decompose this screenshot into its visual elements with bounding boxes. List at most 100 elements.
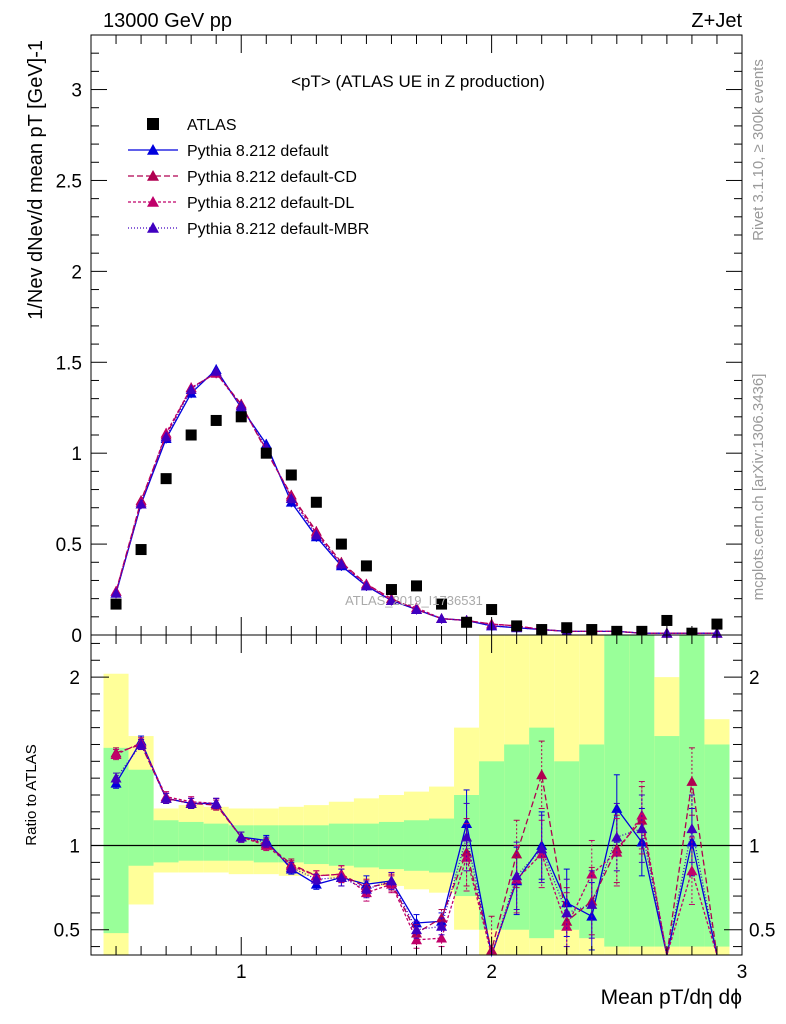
bottom-y-tick-label: 1	[69, 837, 80, 858]
top-data-marker	[436, 598, 448, 610]
legend: ATLAS Pythia 8.212 default Pythia 8.212 de…	[128, 117, 369, 238]
bottom-y-tick-label: 2	[69, 668, 80, 689]
bottom-y-axis-label: Ratio to ATLAS	[23, 744, 40, 845]
top-mc-marker	[436, 613, 448, 624]
top-data-marker	[210, 414, 222, 426]
ratio-marker	[160, 792, 172, 803]
top-chart-title: <pT> (ATLAS UE in Z production)	[291, 72, 545, 91]
legend-marker	[147, 170, 159, 181]
bottom-x-tick-label: 2	[486, 962, 497, 983]
ratio-band-green	[153, 820, 179, 863]
header-process-label: Z+Jet	[691, 10, 742, 32]
legend-marker	[147, 222, 159, 233]
bottom-y-tick-label-right: 0.5	[749, 921, 775, 942]
top-mc-marker	[335, 558, 347, 569]
top-data-marker	[486, 604, 498, 616]
legend-entry: Pythia 8.212 default-CD	[187, 169, 357, 186]
ratio-marker	[586, 898, 598, 909]
bottom-x-tick-label: 1	[236, 962, 247, 983]
top-data-marker	[711, 618, 723, 630]
bottom-y-tick-label-right: 2	[749, 668, 760, 689]
top-mc-marker	[110, 587, 122, 598]
ratio-band-green	[203, 823, 229, 861]
top-data-marker	[135, 544, 147, 556]
top-y-axis-label: 1/Nev dNev/d mean pT [GeV]-1	[25, 40, 47, 320]
mcplots-label: mcplots.cern.ch [arXiv:1306.3436]	[750, 374, 767, 601]
ratio-marker	[686, 776, 698, 786]
header-energy-label: 13000 GeV pp	[103, 10, 232, 32]
legend-marker	[147, 118, 159, 130]
top-y-tick-label: 0	[71, 626, 82, 647]
ratio-marker	[385, 875, 397, 886]
ratio-marker	[436, 920, 448, 931]
top-panel: 0 0.5 1 1.5 2 2.5 3 <pT> (ATLAS UE in Z produc…	[25, 34, 743, 647]
top-mc-marker	[235, 400, 247, 411]
ratio-marker	[360, 883, 372, 894]
top-data-marker	[285, 469, 297, 481]
ratio-marker	[185, 797, 197, 808]
bottom-panel: 0.5 0.5 1 1 2 2 1 2 3 Ratio to ATLAS Mean pT/dη …	[23, 634, 775, 1009]
ratio-marker	[310, 873, 322, 884]
legend-marker	[147, 196, 159, 207]
ratio-marker	[411, 924, 422, 935]
ratio-marker	[110, 749, 122, 759]
top-mc-marker	[385, 594, 397, 605]
top-mc-marker	[160, 431, 172, 442]
top-mc-marker	[360, 580, 372, 591]
ratio-marker	[686, 823, 698, 834]
top-mc-marker	[185, 384, 197, 394]
watermark-label: ATLAS_2019_I1736531	[345, 593, 483, 608]
ratio-marker	[210, 797, 222, 808]
ratio-marker	[561, 920, 573, 931]
ratio-marker	[235, 831, 247, 842]
bottom-y-tick-label: 0.5	[54, 921, 80, 942]
top-data-marker	[511, 620, 523, 632]
rivet-version-label: Rivet 3.1.10, ≥ 300k events	[750, 59, 767, 241]
ratio-marker	[436, 932, 448, 943]
ratio-marker	[536, 769, 548, 780]
ratio-marker	[511, 870, 523, 881]
ratio-marker	[636, 809, 648, 820]
top-y-tick-label: 1.5	[56, 353, 82, 374]
ratio-marker	[611, 831, 623, 842]
ratio-marker	[536, 843, 548, 854]
top-data-marker	[235, 411, 247, 423]
top-axis-ticks: 0 0.5 1 1.5 2 2.5 3	[56, 35, 742, 647]
top-data-marker	[360, 560, 372, 572]
ratio-marker	[636, 823, 648, 834]
top-mc-marker	[285, 493, 297, 504]
bottom-y-tick-label-right: 1	[749, 837, 760, 858]
ratio-marker	[110, 772, 122, 783]
ratio-marker	[536, 848, 548, 859]
ratio-marker	[335, 872, 347, 882]
top-data-marker	[461, 616, 473, 628]
ratio-marker	[561, 907, 573, 918]
top-data-marker	[185, 429, 197, 441]
top-data-marker	[411, 580, 422, 592]
top-data-marker	[260, 447, 272, 459]
top-mc-marker	[310, 529, 322, 540]
top-data-marker	[310, 496, 322, 508]
top-mc-marker	[210, 365, 222, 376]
ratio-band-green	[328, 823, 354, 866]
ratio-band-green	[228, 825, 254, 861]
ratio-marker	[135, 738, 147, 749]
legend-entry: Pythia 8.212 default	[187, 143, 329, 160]
ratio-marker	[461, 831, 473, 842]
bottom-x-tick-label: 3	[737, 962, 748, 983]
top-y-tick-label: 2.5	[56, 171, 82, 192]
top-data-marker	[160, 473, 172, 485]
ratio-band-green	[303, 825, 329, 865]
bottom-data-layer	[91, 635, 742, 958]
x-axis-label: Mean pT/dη dϕ	[601, 986, 742, 1009]
legend-entry: Pythia 8.212 default-MBR	[187, 221, 369, 238]
top-y-tick-label: 2	[71, 262, 82, 283]
top-y-tick-label: 3	[71, 81, 82, 102]
ratio-marker	[511, 848, 523, 859]
top-data-marker	[661, 614, 673, 626]
ratio-band-green	[278, 825, 304, 863]
top-y-tick-label: 0.5	[56, 535, 82, 556]
top-data-marker	[385, 584, 397, 596]
legend-entry: ATLAS	[187, 117, 237, 134]
